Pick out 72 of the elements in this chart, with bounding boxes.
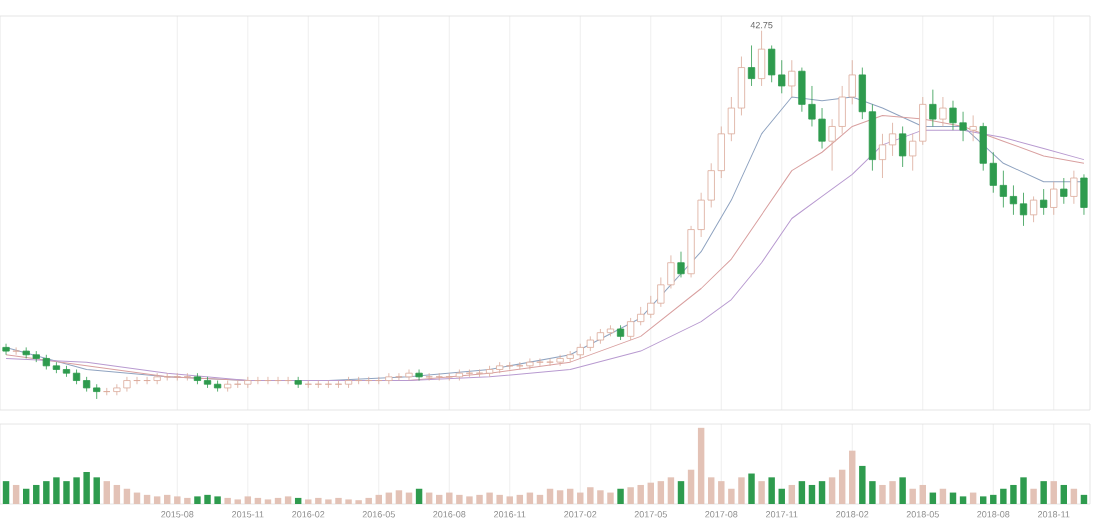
bar xyxy=(395,490,403,504)
bar xyxy=(536,494,544,504)
bar xyxy=(164,494,171,504)
bar xyxy=(647,482,654,504)
bar xyxy=(153,496,161,504)
candlestick xyxy=(12,347,20,356)
bar xyxy=(1040,481,1047,504)
bar xyxy=(617,488,624,504)
bar xyxy=(113,484,121,504)
bar xyxy=(143,494,151,504)
candlestick xyxy=(788,59,796,98)
bar xyxy=(708,477,715,504)
bar xyxy=(516,494,524,504)
candlestick xyxy=(1060,177,1068,205)
bar xyxy=(415,488,423,504)
bar xyxy=(2,481,10,504)
bar xyxy=(980,496,987,504)
bar xyxy=(657,481,665,504)
bar xyxy=(939,488,947,504)
bar xyxy=(959,496,967,504)
bar xyxy=(1050,481,1057,504)
candlestick xyxy=(1029,196,1038,223)
bar xyxy=(254,497,262,504)
bar xyxy=(123,488,131,504)
candlestick xyxy=(747,45,756,87)
bar xyxy=(22,488,30,504)
bar xyxy=(788,484,796,504)
bar xyxy=(1080,494,1088,504)
candlestick xyxy=(899,126,907,168)
bar xyxy=(12,484,20,504)
bar xyxy=(224,497,231,504)
bar xyxy=(919,484,926,504)
candlestick xyxy=(1080,173,1088,216)
bar xyxy=(798,481,806,504)
candlestick xyxy=(757,30,766,87)
bar xyxy=(556,490,564,504)
bar xyxy=(697,427,705,504)
candlestick xyxy=(1040,188,1048,216)
candlestick xyxy=(1050,181,1058,216)
bar xyxy=(768,477,775,504)
bar xyxy=(667,477,675,504)
bar xyxy=(1030,488,1037,504)
bar xyxy=(849,450,856,504)
bar xyxy=(748,473,755,504)
candlestick xyxy=(2,343,10,356)
candlestick xyxy=(415,369,423,381)
bar xyxy=(687,469,695,504)
bar xyxy=(244,496,252,504)
bar xyxy=(1060,484,1068,504)
bar xyxy=(828,477,836,504)
bar xyxy=(758,481,765,504)
bar xyxy=(1070,488,1078,504)
bar xyxy=(818,481,826,504)
bar xyxy=(909,488,916,504)
bar xyxy=(566,488,574,504)
candlestick xyxy=(677,251,685,278)
bar xyxy=(375,494,382,504)
bar xyxy=(838,469,846,504)
bar xyxy=(274,497,282,504)
bar xyxy=(899,477,906,504)
bar xyxy=(546,488,554,504)
bar xyxy=(778,488,785,504)
bar xyxy=(294,497,302,504)
bar xyxy=(284,496,292,504)
bar xyxy=(103,481,111,504)
candlestick xyxy=(929,89,937,127)
bar xyxy=(506,496,513,504)
bar xyxy=(33,484,40,504)
bar xyxy=(808,484,816,504)
bar xyxy=(436,494,443,504)
bar xyxy=(677,481,685,504)
candlestick xyxy=(1070,170,1078,205)
